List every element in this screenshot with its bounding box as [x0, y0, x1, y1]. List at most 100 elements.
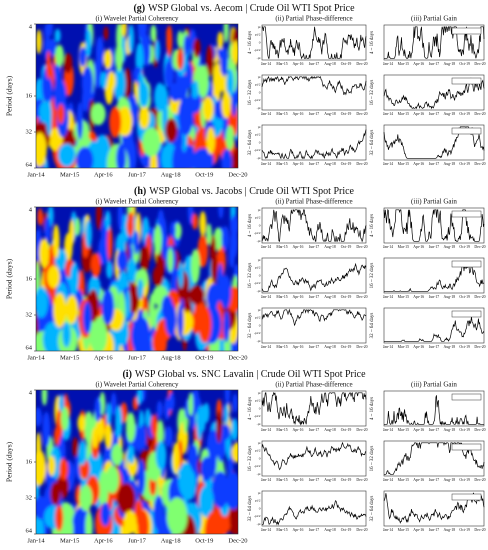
y-tick-label: -pi: [257, 339, 261, 343]
x-tick-label: Jun-17: [429, 245, 439, 249]
heatmap-blob: [127, 283, 140, 314]
heatmap-blob: [167, 247, 174, 273]
heatmap-blob: [44, 78, 54, 105]
heatmap-blob: [126, 216, 134, 237]
x-tick-label: Mar-15: [398, 162, 409, 166]
heatmap-blob: [197, 64, 209, 98]
x-tick-label: Mar-15: [276, 345, 287, 349]
x-tick-label: Dec-20: [474, 112, 485, 116]
x-tick-label: Apr-16: [413, 112, 424, 116]
y-tick-label: 4: [29, 23, 33, 30]
heatmap-blob: [136, 390, 143, 405]
heatmap-blob: [232, 393, 238, 413]
heatmap-blob: [82, 301, 92, 335]
x-tick-label: Mar-15: [276, 245, 287, 249]
y-tick-label: -pi/2: [254, 148, 261, 152]
heatmap-blob: [36, 286, 49, 318]
x-tick-label: Apr-16: [413, 428, 424, 432]
y-tick-label: -pi/2: [254, 98, 261, 102]
x-tick-label: Oct-19: [459, 62, 470, 66]
series-line: [262, 26, 367, 60]
heatmap: [36, 24, 238, 168]
heatmap-blob: [100, 502, 111, 526]
legend-box: [451, 127, 482, 135]
heatmap-blob: [150, 24, 157, 42]
heatmap-blob: [231, 147, 238, 168]
x-tick-label: Jun-17: [309, 112, 319, 116]
series-line: [384, 25, 485, 59]
x-tick-label: Mar-15: [398, 345, 409, 349]
x-tick-label: Aug-18: [161, 171, 181, 178]
heatmap-blob: [208, 443, 217, 478]
x-tick-label: Mar-15: [276, 428, 287, 432]
y-tick-label: -pi: [257, 239, 261, 243]
heatmap-blob: [44, 216, 51, 242]
heatmap-blob: [126, 258, 138, 283]
y-tick-label: -pi: [257, 289, 261, 293]
heatmap-blob: [187, 207, 194, 225]
heatmap-blob: [191, 80, 200, 99]
x-tick-label: Aug-18: [161, 537, 181, 544]
heatmap-blob: [220, 424, 231, 441]
plot-frame: [261, 440, 367, 477]
heatmap-blob: [143, 34, 151, 67]
panel-title-text: WSP Global vs. Jacobs | Crude Oil WTI Sp…: [149, 186, 354, 197]
x-tick-label: Dec-20: [228, 354, 247, 361]
series-line: [383, 208, 485, 242]
x-tick-label: Jan-14: [383, 345, 393, 349]
x-tick-label: Dec-20: [474, 428, 485, 432]
series-line: [261, 441, 367, 471]
heatmap-blob: [107, 225, 113, 261]
y-tick-label: 64: [26, 527, 33, 534]
heatmap-blob: [230, 418, 238, 441]
heatmap-blob: [48, 128, 63, 151]
heatmap-blob: [154, 39, 161, 62]
x-tick-label: Dec-20: [356, 345, 367, 349]
heatmap-blob: [76, 101, 83, 140]
x-tick-label: Oct-19: [459, 162, 470, 166]
y-tick-label: -pi/2: [254, 514, 261, 518]
y-tick-label: -pi/2: [254, 48, 261, 52]
y-tick-label: pi/2: [255, 33, 261, 37]
x-tick-label: Dec-20: [356, 428, 367, 432]
x-tick-label: Jan-14: [383, 245, 393, 249]
heatmap-blob: [177, 303, 184, 339]
heatmap-blob: [198, 485, 214, 518]
heatmap-blob: [152, 328, 167, 351]
heatmap-blob: [174, 222, 182, 240]
subtitle: (ii) Partial Phase-difference: [275, 198, 352, 206]
legend-box: [451, 310, 482, 318]
x-tick-label: Jan-14: [27, 537, 45, 544]
x-tick-label: Jun-17: [429, 428, 439, 432]
heatmap-blob: [187, 444, 198, 470]
heatmap-blob: [46, 99, 52, 136]
heatmap-blob: [117, 207, 124, 231]
heatmap-blob: [37, 208, 43, 226]
heatmap-blob: [47, 455, 56, 476]
heatmap-blob: [217, 31, 224, 50]
heatmap: [36, 207, 238, 351]
x-tick-label: Aug-18: [444, 162, 456, 166]
x-tick-label: Aug-18: [161, 354, 181, 361]
x-tick-label: Oct-19: [341, 295, 352, 299]
y-tick-label: 32: [26, 494, 33, 501]
y-tick-label: pi/2: [255, 316, 261, 320]
series-line: [384, 316, 485, 342]
heatmap-blob: [125, 290, 131, 320]
y-tick-label: pi: [258, 208, 261, 212]
x-tick-label: Jan-14: [383, 162, 393, 166]
heatmap-blob: [116, 106, 133, 136]
band-label: 16 ~ 32 days: [248, 446, 253, 472]
x-tick-label: Dec-20: [228, 171, 247, 178]
heatmap-blob: [197, 234, 208, 268]
x-tick-label: Dec-20: [356, 112, 367, 116]
x-tick-label: Jun-17: [429, 62, 439, 66]
y-tick-label: 4: [29, 389, 33, 396]
x-tick-label: Oct-19: [459, 295, 470, 299]
y-tick-label: 64: [26, 161, 33, 168]
x-tick-label: Dec-20: [356, 528, 367, 532]
band-label: 4 ~ 16 days: [370, 31, 375, 54]
y-tick-label: -pi: [257, 56, 261, 60]
heatmap-blob: [53, 292, 67, 328]
x-tick-label: Jan-14: [261, 478, 271, 482]
